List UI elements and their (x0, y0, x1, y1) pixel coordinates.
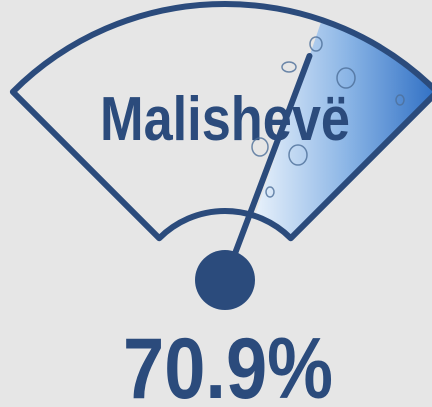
needle-hub (195, 250, 255, 310)
value-label: 70.9% (123, 321, 333, 407)
gauge-chart: Malishevë 70.9% (0, 0, 432, 407)
gauge-label: Malishevë (100, 85, 350, 154)
